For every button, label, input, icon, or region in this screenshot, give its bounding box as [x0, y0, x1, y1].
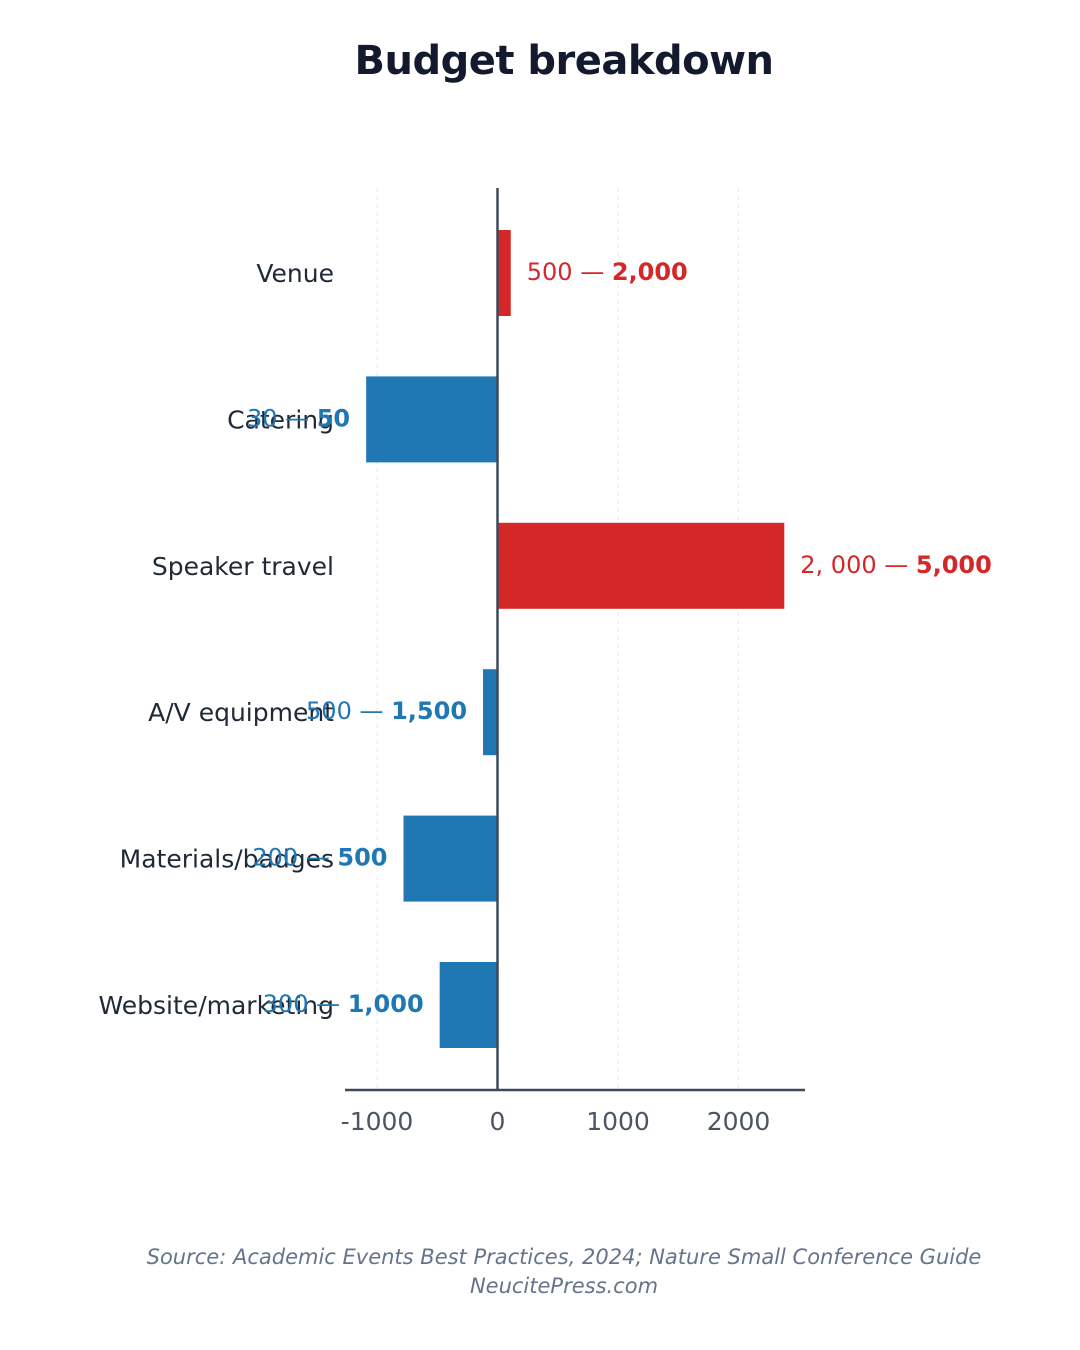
category-label: Materials/badges — [120, 845, 334, 874]
data-label: 300 — 1,000 — [263, 990, 424, 1018]
bar — [483, 669, 498, 756]
category-label: A/V equipment — [148, 698, 334, 727]
chart-title: Budget breakdown — [354, 38, 774, 84]
credit-note: NeucitePress.com — [469, 1274, 659, 1298]
x-tick-label: 2000 — [707, 1107, 771, 1136]
bar — [497, 230, 511, 316]
x-tick-label: -1000 — [341, 1107, 414, 1136]
x-tick-label: 1000 — [586, 1107, 650, 1136]
data-label: 500 — 1,500 — [306, 697, 467, 725]
bar — [497, 522, 785, 609]
bar — [403, 815, 498, 902]
source-note: Source: Academic Events Best Practices, … — [146, 1245, 982, 1269]
data-label: 200 — 500 — [252, 844, 387, 872]
bar — [366, 376, 498, 463]
bars — [366, 230, 785, 1048]
category-label: Catering — [227, 405, 334, 434]
category-label: Venue — [256, 259, 334, 288]
data-label: 2, 000 — 5,000 — [800, 551, 992, 579]
category-label: Website/marketing — [99, 991, 334, 1020]
x-tick-label: 0 — [490, 1107, 506, 1136]
data-label: 30 — 50 — [247, 404, 350, 432]
bar — [439, 962, 498, 1048]
axes — [345, 188, 805, 1092]
category-label: Speaker travel — [152, 552, 334, 581]
data-label: 500 — 2,000 — [527, 258, 688, 286]
labels: -1000 0 1000 2000 Venue Catering Speaker trave… — [99, 258, 992, 1136]
grid-lines — [376, 188, 739, 1090]
